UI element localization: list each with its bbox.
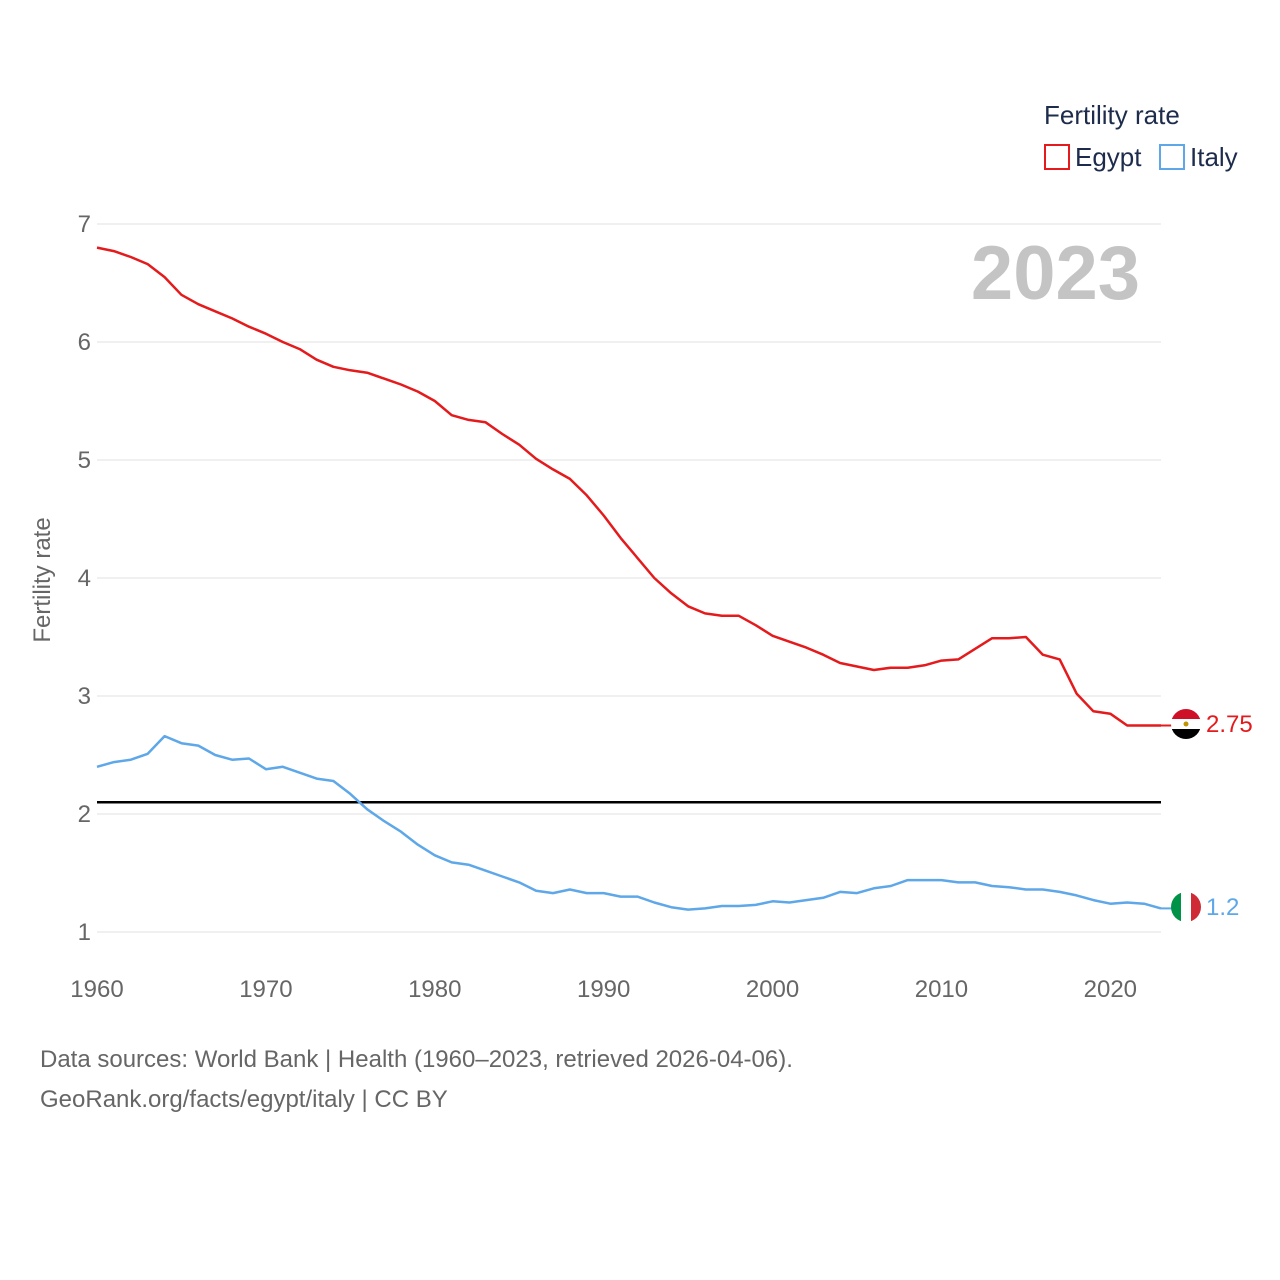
y-tick-label: 2: [78, 801, 91, 828]
x-axis-ticks: 1960 1970 1980 1990 2000 2010 2020: [70, 976, 1137, 1003]
gridlines: [97, 223, 1161, 933]
series-line-italy[interactable]: [96, 734, 1162, 911]
end-value-italy: 1.2: [1206, 894, 1239, 921]
y-tick-label: 4: [78, 565, 91, 592]
italy-flag-icon: [1171, 892, 1201, 922]
egypt-flag-icon: [1171, 709, 1201, 739]
x-tick-label: 1980: [408, 976, 461, 1003]
legend-title: Fertility rate: [1044, 100, 1180, 130]
legend-swatch-italy[interactable]: [1159, 144, 1185, 170]
y-axis-label: Fertility rate: [29, 517, 56, 642]
x-tick-label: 2010: [915, 976, 968, 1003]
x-tick-label: 2000: [746, 976, 799, 1003]
source-line: Data sources: World Bank | Health (1960–…: [40, 1046, 793, 1073]
year-label: 2023: [971, 231, 1140, 316]
legend-label-italy[interactable]: Italy: [1190, 142, 1238, 172]
end-value-egypt: 2.75: [1206, 711, 1253, 738]
y-tick-label: 7: [78, 211, 91, 238]
x-tick-label: 1970: [239, 976, 292, 1003]
y-axis-ticks: 1 2 3 4 5 6 7: [78, 211, 91, 946]
license-line: GeoRank.org/facts/egypt/italy | CC BY: [40, 1086, 448, 1113]
y-tick-label: 1: [78, 919, 91, 946]
x-tick-label: 2020: [1084, 976, 1137, 1003]
x-tick-label: 1990: [577, 976, 630, 1003]
legend-swatch-egypt[interactable]: [1044, 144, 1070, 170]
series-line-egypt[interactable]: [96, 246, 1161, 727]
x-tick-label: 1960: [70, 976, 123, 1003]
y-tick-label: 5: [78, 447, 91, 474]
legend-label-egypt[interactable]: Egypt: [1075, 142, 1142, 172]
y-tick-label: 6: [78, 329, 91, 356]
y-tick-label: 3: [78, 683, 91, 710]
